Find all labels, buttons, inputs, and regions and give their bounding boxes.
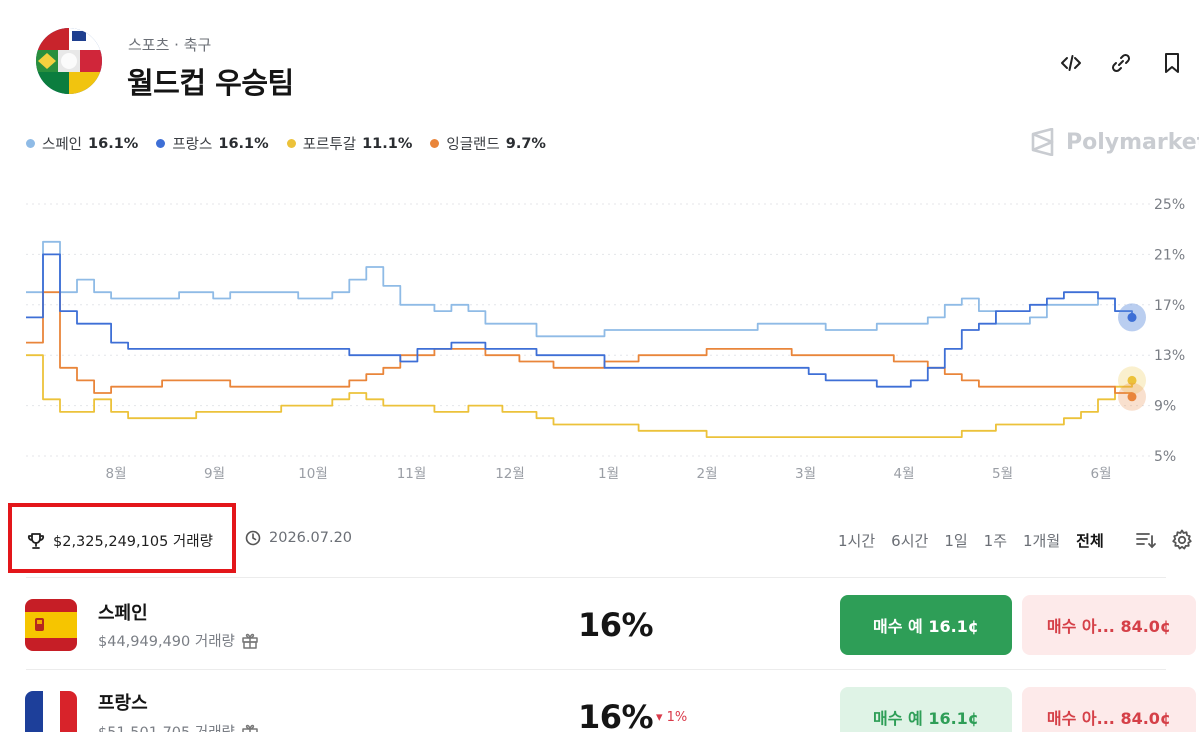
- legend-dot: [430, 139, 440, 148]
- end-date-text: 2026.07.20: [269, 530, 353, 546]
- outcome-probability: 16%: [578, 606, 654, 644]
- legend-item: 스페인 16.1%: [26, 133, 138, 154]
- legend-name: 프랑스: [172, 137, 213, 153]
- sort-icon[interactable]: [1134, 528, 1158, 552]
- brand-name: Polymarket: [1066, 129, 1199, 155]
- legend-value: 16.1%: [218, 135, 269, 152]
- legend-dot: [156, 139, 166, 148]
- legend-item: 프랑스 16.1%: [156, 133, 269, 154]
- divider: [26, 577, 1166, 578]
- volume-highlight-box: [8, 503, 236, 573]
- buy-no-button[interactable]: 매수 아... 84.0¢: [1022, 687, 1196, 732]
- buy-yes-button[interactable]: 매수 예 16.1¢: [840, 595, 1012, 655]
- range-tab[interactable]: 6시간: [891, 532, 929, 550]
- clock-icon: [245, 530, 261, 546]
- embed-icon: [1061, 55, 1081, 71]
- page-title: 월드컵 우승팀: [127, 66, 294, 100]
- buy-yes-button[interactable]: 매수 예 16.1¢: [840, 687, 1012, 732]
- y-tick-label: 21%: [1154, 247, 1185, 263]
- outcome-row-spain[interactable]: 스페인 $44,949,490 거래량 16% 매수 예 16.1¢ 매수 아.…: [0, 578, 1199, 670]
- trophy-icon: [27, 532, 45, 549]
- link-icon: [1111, 53, 1131, 73]
- outcome-volume: $44,949,490 거래량: [98, 630, 259, 651]
- x-tick-label: 8월: [105, 466, 126, 482]
- outcome-name[interactable]: 프랑스: [98, 693, 148, 714]
- legend-value: 9.7%: [505, 135, 546, 152]
- x-tick-label: 4월: [893, 466, 914, 482]
- x-tick-label: 12월: [495, 466, 525, 482]
- outcome-volume-text: $51,501,705 거래량: [98, 721, 235, 732]
- y-tick-label: 17%: [1154, 298, 1185, 314]
- gift-icon[interactable]: [241, 632, 259, 650]
- france-flag-icon: [25, 691, 77, 732]
- series-line[interactable]: [26, 253, 1133, 388]
- range-tab[interactable]: 1주: [983, 532, 1007, 550]
- gift-icon[interactable]: [241, 723, 259, 732]
- legend-name: 스페인: [42, 137, 83, 153]
- polymarket-icon: [1031, 128, 1054, 156]
- legend-value: 11.1%: [362, 135, 413, 152]
- copy-link-button[interactable]: [1108, 50, 1134, 76]
- chart-legend: 스페인 16.1% 프랑스 16.1% 포르투갈 11.1% 잉글랜드 9.7%: [26, 133, 546, 154]
- bookmark-icon: [1165, 53, 1179, 73]
- legend-dot: [26, 139, 35, 148]
- price-history-chart[interactable]: 25% 21% 17% 13% 9% 5% 8월 9월 10월 11월 12월 1월 2월 3월 4월 5월 6…: [0, 180, 1199, 490]
- series-end-point[interactable]: [1127, 392, 1137, 402]
- series-line[interactable]: [26, 291, 1133, 397]
- series-end-point[interactable]: [1127, 375, 1137, 385]
- buy-no-button[interactable]: 매수 아... 84.0¢: [1022, 595, 1196, 655]
- series-line[interactable]: [26, 354, 1133, 438]
- divider: [26, 669, 1166, 670]
- legend-item: 잉글랜드 9.7%: [430, 133, 546, 154]
- outcome-probability: 16%: [578, 698, 654, 732]
- x-tick-label: 9월: [204, 466, 225, 482]
- outcome-name[interactable]: 스페인: [98, 603, 148, 624]
- y-tick-label: 25%: [1154, 197, 1185, 213]
- outcome-volume: $51,501,705 거래량: [98, 721, 259, 732]
- polymarket-logo: Polymarket: [1030, 128, 1199, 156]
- probability-change: ▾ 1%: [656, 710, 688, 725]
- total-volume: $2,325,249,105 거래량: [27, 530, 213, 551]
- end-date: 2026.07.20: [245, 530, 352, 546]
- outcome-volume-text: $44,949,490 거래량: [98, 634, 235, 650]
- x-tick-label: 5월: [992, 466, 1013, 482]
- bookmark-button[interactable]: [1159, 50, 1185, 76]
- x-tick-label: 1월: [598, 466, 619, 482]
- x-tick-label: 6월: [1090, 466, 1111, 482]
- spain-flag-icon: [25, 599, 77, 651]
- legend-name: 포르투갈: [302, 137, 357, 153]
- time-range-tabs: 1시간 6시간 1일 1주 1개월 전체: [838, 530, 1104, 551]
- legend-dot: [286, 139, 296, 148]
- y-tick-label: 13%: [1154, 348, 1185, 364]
- settings-gear-icon[interactable]: [1170, 528, 1194, 552]
- x-tick-label: 10월: [298, 466, 328, 482]
- legend-name: 잉글랜드: [446, 137, 500, 153]
- x-tick-label: 11월: [397, 466, 427, 482]
- market-icon: [36, 28, 102, 94]
- embed-button[interactable]: [1058, 50, 1084, 76]
- legend-item: 포르투갈 11.1%: [286, 133, 413, 154]
- y-tick-label: 5%: [1154, 449, 1176, 465]
- y-tick-label: 9%: [1154, 399, 1176, 415]
- x-tick-label: 3월: [795, 466, 816, 482]
- category-breadcrumb[interactable]: 스포츠 · 축구: [128, 36, 212, 54]
- range-tab[interactable]: 1시간: [838, 532, 876, 550]
- range-tab[interactable]: 1개월: [1023, 532, 1061, 550]
- series-line[interactable]: [26, 240, 1133, 338]
- range-tab[interactable]: 1일: [944, 532, 968, 550]
- outcome-row-france[interactable]: 프랑스 $51,501,705 거래량 16% ▾ 1% 매수 예 16.1¢ …: [0, 670, 1199, 732]
- range-tab[interactable]: 전체: [1076, 532, 1104, 550]
- series-end-point[interactable]: [1127, 312, 1137, 322]
- total-volume-text: $2,325,249,105 거래량: [53, 534, 213, 550]
- x-tick-label: 2월: [696, 466, 717, 482]
- legend-value: 16.1%: [88, 135, 139, 152]
